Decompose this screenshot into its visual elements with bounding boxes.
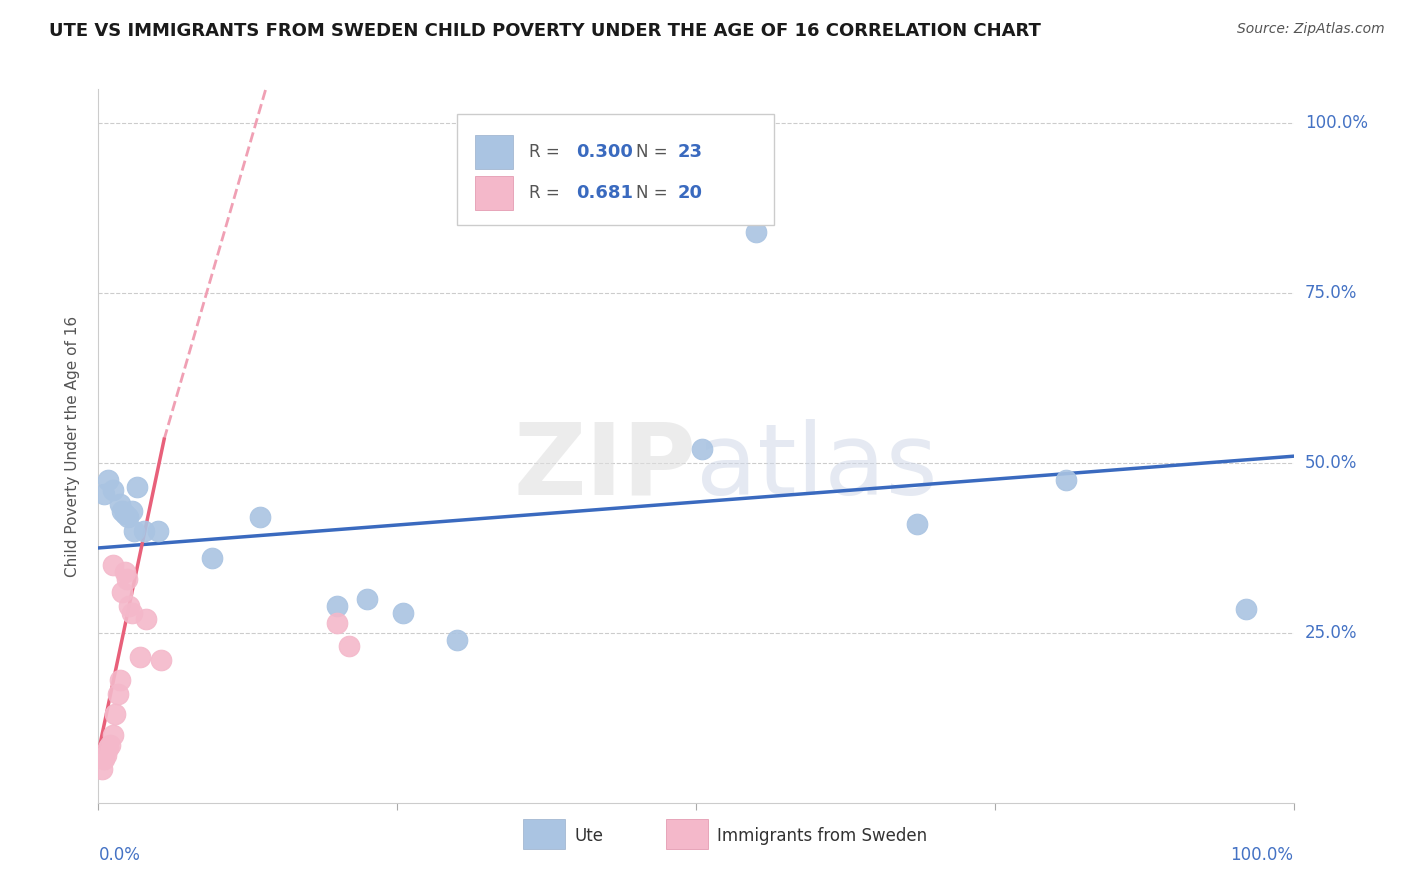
Text: N =: N = — [636, 184, 673, 202]
Text: 75.0%: 75.0% — [1305, 284, 1357, 302]
Point — [94, 748, 117, 763]
Point — [125, 480, 148, 494]
Y-axis label: Child Poverty Under the Age of 16: Child Poverty Under the Age of 16 — [65, 316, 80, 576]
Point — [249, 510, 271, 524]
Text: 50.0%: 50.0% — [1305, 454, 1357, 472]
Point — [115, 572, 138, 586]
Point — [101, 558, 124, 572]
FancyBboxPatch shape — [475, 176, 513, 210]
Point — [121, 606, 143, 620]
Text: Ute: Ute — [574, 828, 603, 846]
Point — [101, 483, 124, 498]
Point — [326, 599, 349, 613]
Point — [98, 738, 122, 752]
Point — [111, 585, 134, 599]
Point — [1234, 602, 1257, 616]
Text: Immigrants from Sweden: Immigrants from Sweden — [717, 828, 928, 846]
FancyBboxPatch shape — [523, 819, 565, 849]
Text: Source: ZipAtlas.com: Source: ZipAtlas.com — [1237, 22, 1385, 37]
Point — [97, 741, 120, 756]
Point — [114, 565, 136, 579]
Point — [117, 510, 139, 524]
Point — [111, 503, 134, 517]
Point — [690, 442, 713, 457]
Text: ZIP: ZIP — [513, 419, 696, 516]
Text: 0.0%: 0.0% — [98, 846, 141, 863]
Text: 25.0%: 25.0% — [1305, 624, 1357, 642]
Point — [107, 687, 129, 701]
Point — [745, 225, 768, 239]
Point — [905, 517, 928, 532]
Text: N =: N = — [636, 143, 673, 161]
Point — [93, 751, 115, 765]
Point — [118, 599, 141, 613]
Point — [104, 707, 127, 722]
Point — [446, 632, 468, 647]
Point — [356, 591, 378, 606]
Point — [339, 640, 361, 654]
Point — [91, 762, 114, 776]
Text: 23: 23 — [678, 143, 703, 161]
Point — [108, 497, 131, 511]
Point — [129, 649, 152, 664]
FancyBboxPatch shape — [457, 114, 773, 225]
Text: 100.0%: 100.0% — [1230, 846, 1294, 863]
FancyBboxPatch shape — [475, 135, 513, 169]
Point — [101, 728, 124, 742]
Point — [149, 653, 172, 667]
Text: R =: R = — [529, 184, 565, 202]
Text: 20: 20 — [678, 184, 703, 202]
Text: atlas: atlas — [696, 419, 938, 516]
Point — [132, 524, 155, 538]
Point — [148, 524, 170, 538]
Text: 100.0%: 100.0% — [1305, 114, 1368, 132]
Point — [114, 507, 136, 521]
Point — [326, 615, 349, 630]
Point — [1056, 473, 1078, 487]
Text: UTE VS IMMIGRANTS FROM SWEDEN CHILD POVERTY UNDER THE AGE OF 16 CORRELATION CHAR: UTE VS IMMIGRANTS FROM SWEDEN CHILD POVE… — [49, 22, 1040, 40]
Point — [201, 551, 224, 566]
Text: 0.681: 0.681 — [576, 184, 634, 202]
Point — [124, 524, 146, 538]
Text: 0.300: 0.300 — [576, 143, 633, 161]
Point — [93, 486, 115, 500]
Point — [108, 673, 131, 688]
Point — [392, 606, 415, 620]
Text: R =: R = — [529, 143, 565, 161]
Point — [121, 503, 143, 517]
Point — [97, 473, 120, 487]
FancyBboxPatch shape — [666, 819, 709, 849]
Point — [135, 612, 157, 626]
